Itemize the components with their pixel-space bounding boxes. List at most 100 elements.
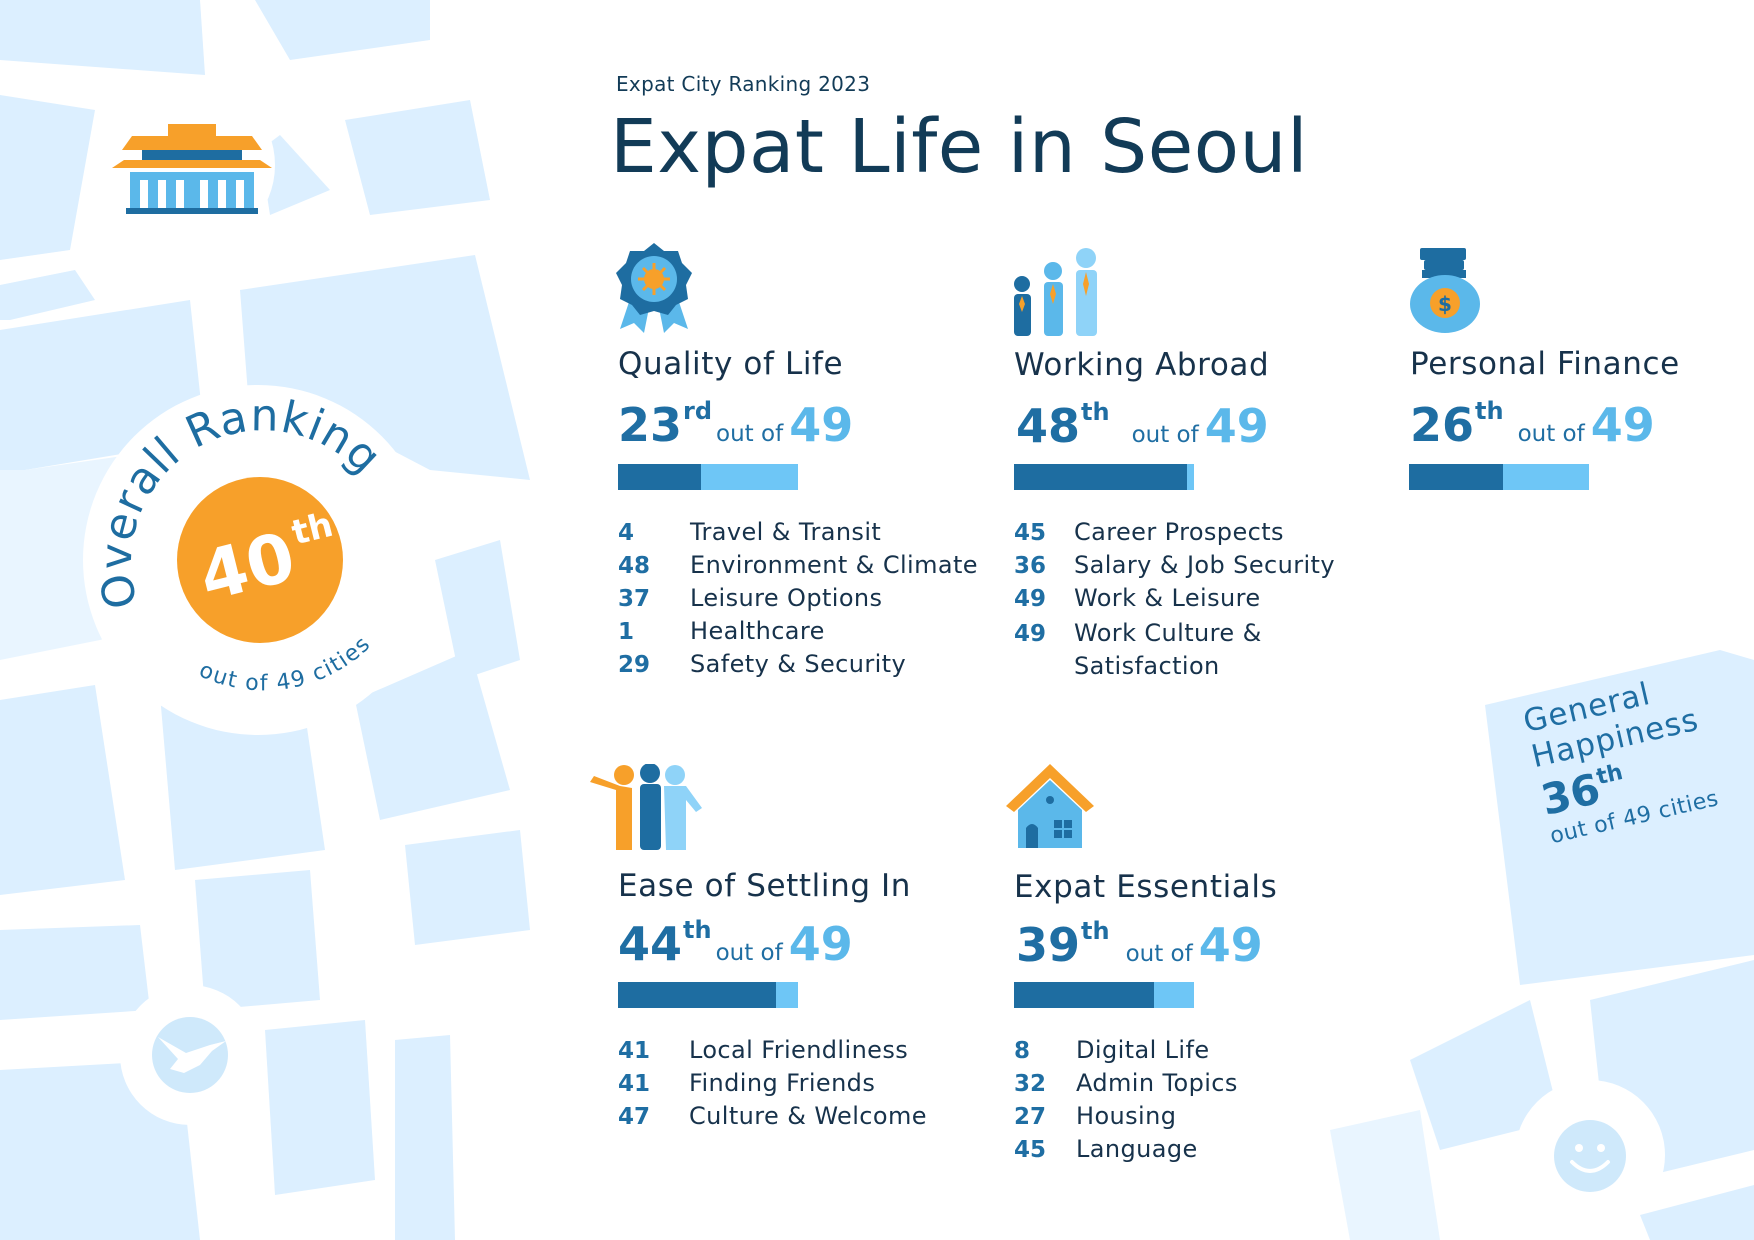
report-kicker: Expat City Ranking 2023: [616, 72, 871, 96]
category-title-expat-essentials: Expat Essentials: [1014, 869, 1278, 905]
sub-rank: 48: [618, 553, 651, 579]
category-rank-ease-of-settling-in: 44thout of 49: [618, 916, 853, 971]
sub-label: Local Friendliness: [689, 1036, 909, 1064]
sub-rank: 45: [1014, 520, 1047, 546]
category-rank-number: 26: [1410, 398, 1475, 452]
sub-rank: 29: [618, 652, 651, 678]
category-rank-total: 49: [788, 917, 853, 971]
category-rank-quality-of-life: 23rdout of 49: [618, 397, 853, 452]
sub-rank: 41: [618, 1071, 651, 1097]
sub-label: Healthcare: [690, 617, 825, 645]
sub-rank: 49: [1014, 621, 1047, 647]
sub-label: Admin Topics: [1076, 1069, 1238, 1097]
category-rank-suffix: th: [1081, 398, 1110, 426]
progress-bar-working-abroad: [1014, 464, 1194, 490]
sub-rank: 27: [1014, 1104, 1047, 1130]
progress-fill: [1014, 464, 1187, 490]
sub-rank: 4: [618, 520, 635, 546]
category-rank-number: 23: [618, 398, 683, 452]
category-title-ease-of-settling-in: Ease of Settling In: [618, 868, 912, 904]
general-happiness-suffix: th: [1594, 760, 1626, 791]
smiley-face-icon: [1554, 1120, 1626, 1192]
list-item: 47 Culture & Welcome: [618, 1102, 927, 1135]
list-item: 1 Healthcare: [618, 617, 978, 650]
sub-ranking-list-expat-essentials: 8 Digital Life 32 Admin Topics 27 Housing 4…: [1014, 1036, 1238, 1168]
category-rank-working-abroad: 48th out of 49: [1016, 398, 1269, 453]
award-medal-icon: [616, 243, 692, 333]
overall-rank-suffix: th: [288, 505, 337, 554]
sub-label: Travel & Transit: [690, 518, 882, 546]
sub-label: Safety & Security: [690, 650, 907, 678]
sub-label: Language: [1076, 1135, 1198, 1163]
sub-rank: 37: [618, 586, 651, 612]
page-title: Expat Life in Seoul: [610, 104, 1309, 190]
out-of-label: out of: [1131, 422, 1199, 448]
house-icon: [1006, 764, 1094, 848]
sub-rank: 1: [618, 619, 635, 645]
category-rank-suffix: rd: [683, 397, 713, 425]
list-item: 41 Finding Friends: [618, 1069, 927, 1102]
category-title-working-abroad: Working Abroad: [1014, 347, 1270, 383]
category-rank-total: 49: [1198, 918, 1263, 972]
progress-bar-expat-essentials: [1014, 982, 1194, 1008]
list-item: 45 Language: [1014, 1135, 1238, 1168]
category-rank-total: 49: [1204, 399, 1269, 453]
sub-rank: 49: [1014, 586, 1047, 612]
sub-rank: 45: [1014, 1137, 1047, 1163]
category-rank-personal-finance: 26th out of 49: [1410, 397, 1655, 452]
list-item: 49 Work & Leisure: [1014, 584, 1335, 617]
crane-bird-icon: [152, 1017, 228, 1093]
sub-rank: 47: [618, 1104, 651, 1130]
progress-fill: [618, 464, 701, 490]
list-item: 45 Career Prospects: [1014, 518, 1335, 551]
sub-rank: 41: [618, 1038, 651, 1064]
sub-label: Environment & Climate: [690, 551, 978, 579]
list-item: 41 Local Friendliness: [618, 1036, 927, 1069]
sub-ranking-list-ease-of-settling-in: 41 Local Friendliness 41 Finding Friends 4…: [618, 1036, 927, 1135]
sub-label: Work & Leisure: [1074, 584, 1261, 612]
sub-label: Career Prospects: [1074, 518, 1284, 546]
category-rank-total: 49: [1590, 398, 1655, 452]
progress-bar-ease-of-settling-in: [618, 982, 798, 1008]
out-of-label: out of: [715, 940, 783, 966]
progress-bar-personal-finance: [1409, 464, 1589, 490]
sub-label: Digital Life: [1076, 1036, 1210, 1064]
list-item: 32 Admin Topics: [1014, 1069, 1238, 1102]
list-item: 8 Digital Life: [1014, 1036, 1238, 1069]
sub-label: Salary & Job Security: [1074, 551, 1335, 579]
category-rank-suffix: th: [1081, 917, 1110, 945]
sub-ranking-list-working-abroad: 45 Career Prospects 36 Salary & Job Securi…: [1014, 518, 1335, 683]
list-item: 37 Leisure Options: [618, 584, 978, 617]
category-rank-number: 44: [618, 917, 683, 971]
sub-rank: 32: [1014, 1071, 1047, 1097]
sub-label: Leisure Options: [690, 584, 883, 612]
overall-rank-circle: [177, 477, 343, 643]
list-item: 49 Work Culture & Satisfaction: [1014, 617, 1335, 683]
friends-group-icon: [590, 764, 702, 850]
category-title-personal-finance: Personal Finance: [1410, 346, 1680, 382]
sub-label: Culture & Welcome: [689, 1102, 927, 1130]
category-rank-suffix: th: [683, 916, 712, 944]
overall-total-text: out of 49 cities: [195, 631, 376, 696]
progress-fill: [1014, 982, 1155, 1008]
list-item: 48 Environment & Climate: [618, 551, 978, 584]
out-of-label: out of: [716, 421, 784, 447]
overall-ranking-badge: Overall Ranking 40 th out of 49 cities: [91, 390, 391, 696]
sub-label: Housing: [1076, 1102, 1177, 1130]
sub-label: Finding Friends: [689, 1069, 876, 1097]
business-people-icon: [1014, 248, 1097, 336]
progress-fill: [618, 982, 777, 1008]
sub-rank: 36: [1014, 553, 1047, 579]
list-item: 27 Housing: [1014, 1102, 1238, 1135]
list-item: 4 Travel & Transit: [618, 518, 978, 551]
out-of-label: out of: [1517, 421, 1585, 447]
category-rank-number: 48: [1016, 399, 1081, 453]
out-of-label: out of: [1125, 941, 1193, 967]
svg-text:$: $: [1438, 292, 1452, 316]
palace-icon: [112, 124, 272, 214]
progress-fill: [1409, 464, 1503, 490]
sub-rank: 8: [1014, 1038, 1031, 1064]
sub-ranking-list-quality-of-life: 4 Travel & Transit 48 Environment & Climat…: [618, 518, 978, 683]
category-title-quality-of-life: Quality of Life: [618, 346, 844, 382]
